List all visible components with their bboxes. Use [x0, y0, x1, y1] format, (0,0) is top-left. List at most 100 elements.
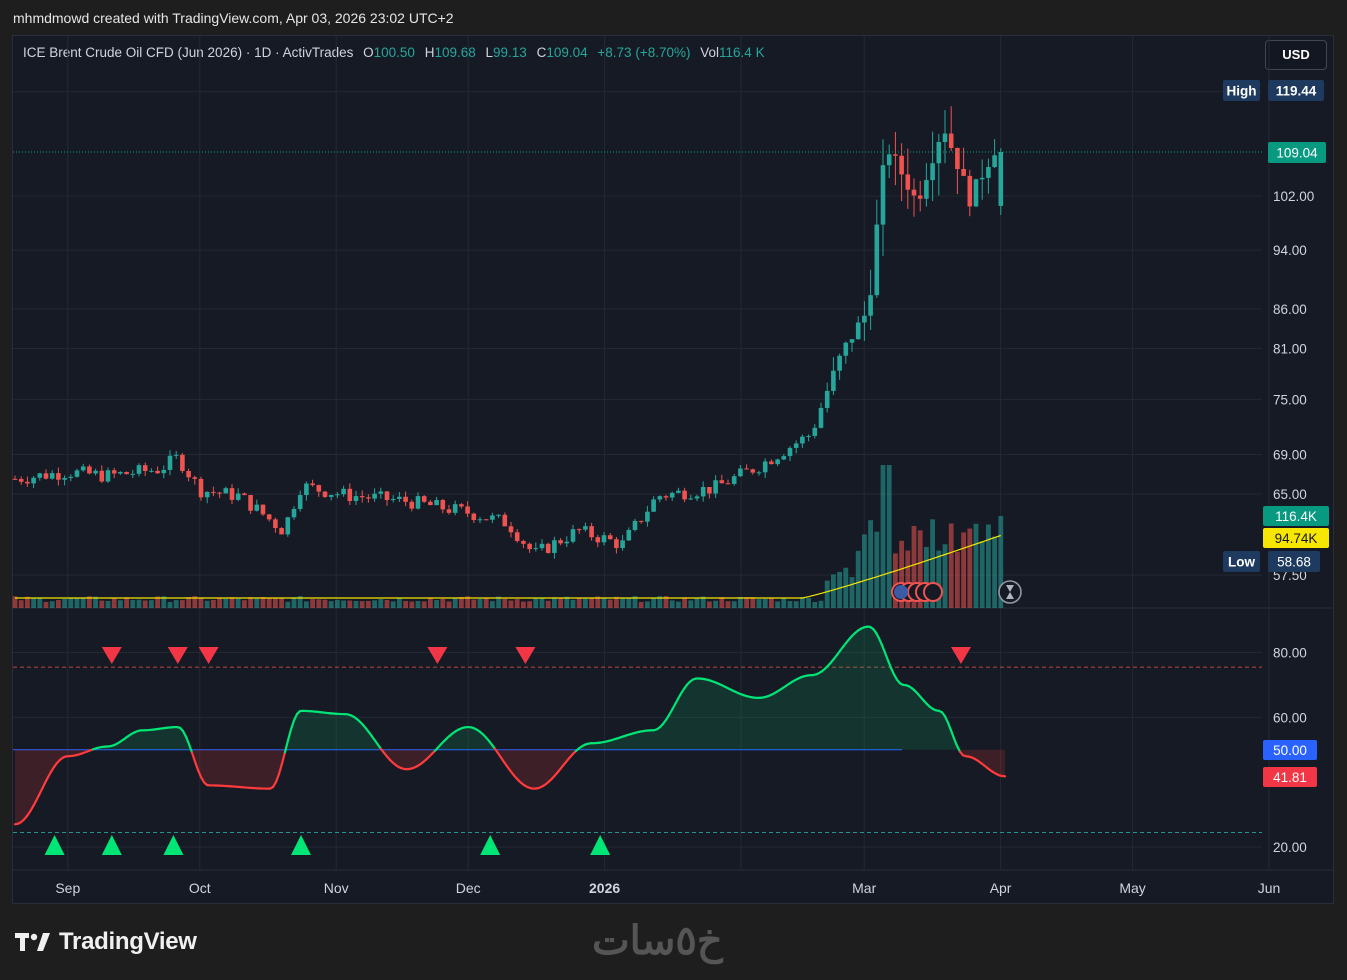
volume-bar [223, 598, 229, 608]
volume-bar [775, 601, 780, 608]
symbol-name[interactable]: ICE Brent Crude Oil CFD (Jun 2026) · 1D … [23, 45, 354, 60]
chart-caption: mhmdmowd created with TradingView.com, A… [13, 10, 454, 26]
overbought-signal-marker [198, 647, 219, 664]
rsi-tick-label: 80.00 [1273, 646, 1307, 661]
volume-bar [998, 516, 1004, 608]
candle-body [384, 491, 390, 501]
candle-body [254, 504, 260, 511]
tradingview-logo-text: TradingView [59, 928, 197, 955]
candle-body [335, 494, 340, 496]
candle-body [669, 492, 675, 498]
volume-bar [304, 601, 309, 608]
volume-bar [874, 531, 880, 608]
rsi-line-segment [889, 666, 896, 676]
chart-frame[interactable]: ICE Brent Crude Oil CFD (Jun 2026) · 1D … [12, 35, 1334, 904]
candle-body [837, 355, 842, 371]
volume-bar [589, 597, 594, 608]
oversold-signal-marker [163, 835, 184, 855]
price-tick-label: 94.00 [1273, 243, 1307, 258]
rsi-line-segment [40, 781, 47, 791]
volume-bar [508, 600, 514, 608]
candles [12, 106, 1004, 559]
candle-body [390, 498, 396, 501]
open-value: 100.50 [373, 45, 415, 60]
volume-bar [601, 597, 607, 608]
candle-body [167, 455, 173, 470]
low-marker-value-bg [1268, 551, 1320, 572]
candle-body [601, 535, 607, 543]
volume-bar [948, 523, 954, 608]
candle-body [18, 479, 24, 482]
volume-bar [862, 534, 867, 608]
candle-body [211, 491, 216, 493]
volume-bar [415, 601, 421, 608]
oversold-signal-marker [101, 835, 122, 855]
volume-bar [384, 599, 390, 608]
volume-bar [49, 601, 55, 608]
high-marker-label-bg [1223, 80, 1260, 101]
volume-bar [725, 601, 731, 608]
volume-bar [80, 597, 86, 608]
volume-bar [620, 597, 625, 608]
candle-body [496, 514, 501, 516]
candle-body [744, 468, 749, 470]
volume-bar [372, 600, 377, 608]
candle-body [434, 499, 439, 506]
candle-body [235, 493, 241, 500]
tradingview-logo[interactable]: TradingView [15, 928, 197, 956]
candle-body [868, 295, 873, 316]
volume-bar [545, 600, 551, 608]
symbol-legend[interactable]: ICE Brent Crude Oil CFD (Jun 2026) · 1D … [23, 45, 765, 60]
candle-body [229, 488, 235, 500]
candle-body [930, 163, 935, 181]
candle-body [955, 147, 960, 169]
volume-badge-bg [1263, 506, 1329, 526]
volume-bar [254, 597, 260, 608]
volume-bar [173, 600, 179, 608]
volume-bar [12, 596, 18, 608]
volume-bar [335, 599, 340, 608]
candle-body [192, 477, 198, 479]
candle-body [775, 459, 780, 465]
currency-button[interactable]: USD [1265, 40, 1327, 70]
hourglass-glyph [1006, 585, 1014, 599]
candle-body [762, 461, 768, 473]
volume-bar [62, 598, 67, 608]
candle-body [657, 496, 663, 500]
volume-bar [328, 601, 334, 608]
candle-body [93, 470, 98, 474]
volume-bar [880, 465, 886, 608]
volume-bar [558, 597, 563, 608]
overbought-signal-marker [427, 647, 448, 664]
candle-body [142, 465, 148, 472]
rsi-line-segment [187, 743, 194, 754]
candle-body [700, 487, 706, 497]
high-value: 109.68 [434, 45, 476, 60]
volume-bar [787, 601, 793, 608]
candle-body [415, 496, 421, 509]
candle-body [998, 152, 1004, 206]
candle-body [707, 487, 712, 494]
chart-canvas[interactable]: 102.0094.0086.0081.0075.0069.0065.0057.5… [0, 0, 1347, 905]
price-tick-label: 75.00 [1273, 392, 1307, 407]
volume-bar [229, 597, 235, 608]
volume-bar [409, 601, 415, 608]
candle-body [583, 526, 588, 530]
last-price-badge: 109.04 [1276, 146, 1318, 161]
volume-bar [837, 571, 842, 608]
candle-body [428, 501, 433, 506]
rsi-mid-badge-bg [1263, 740, 1317, 760]
close-label: C [536, 45, 547, 60]
candle-body [204, 491, 210, 498]
candle-body [521, 541, 526, 544]
volume-bar [564, 596, 570, 608]
candle-body [806, 435, 811, 437]
volume-bar [353, 601, 359, 608]
volume-bar [217, 597, 222, 608]
candle-body [173, 454, 179, 456]
candle-body [186, 470, 191, 478]
rsi-line-segment [289, 719, 296, 731]
candle-body [973, 179, 979, 207]
chart-grid [13, 36, 1270, 870]
volume-bar [719, 597, 725, 608]
